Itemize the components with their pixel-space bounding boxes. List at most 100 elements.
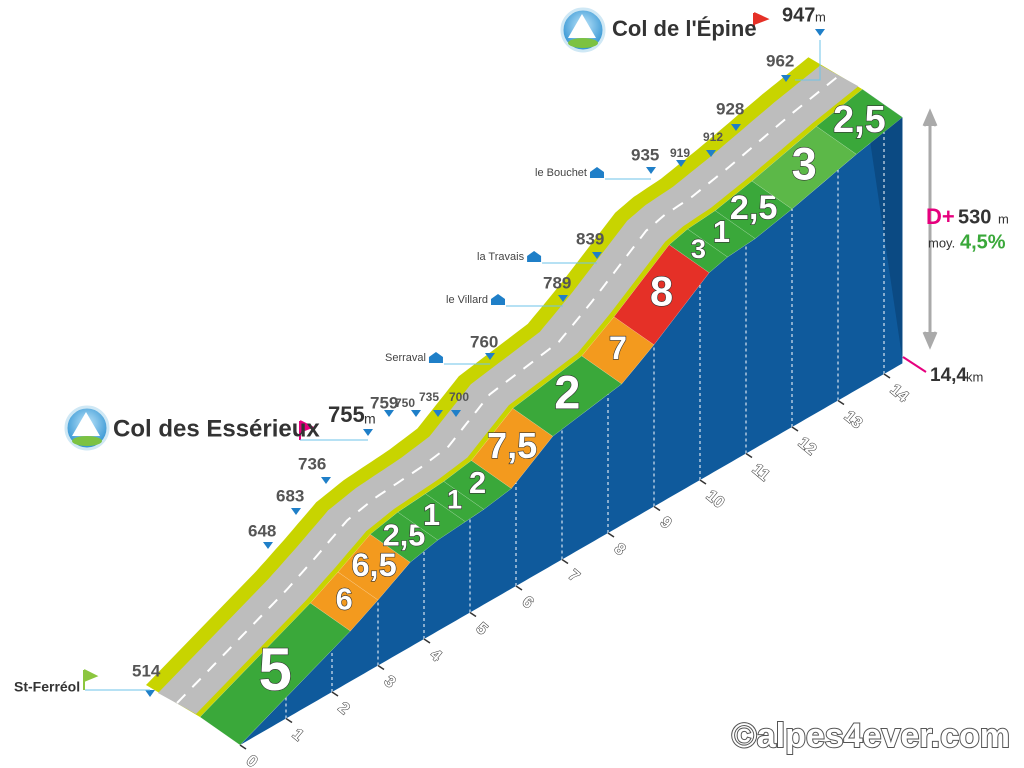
km-tick [745, 452, 753, 459]
summit-unit: m [815, 9, 826, 24]
summit-altitude: 755 [328, 402, 365, 427]
gradient-label: 5 [259, 636, 292, 703]
start-altitude: 514 [132, 661, 161, 680]
dplus-label: D+ [926, 204, 955, 229]
place-name: le Bouchet [535, 167, 587, 179]
place-icon [589, 167, 604, 178]
summit-name: Col de l'Épine [612, 16, 757, 41]
marker [592, 252, 602, 259]
km-label: 5 [473, 620, 491, 639]
marker [411, 410, 421, 417]
km-label: 3 [381, 673, 399, 692]
altitude: 736 [298, 454, 326, 473]
place-icon [428, 352, 443, 363]
place-altitude: 789 [543, 273, 571, 292]
km-tick [561, 558, 569, 565]
marker [145, 690, 155, 697]
km-label: 8 [611, 540, 629, 559]
place-altitude: 760 [470, 332, 498, 351]
flags [83, 12, 821, 691]
gradient-label: 8 [650, 268, 673, 315]
place-icon [491, 294, 505, 305]
gradient-label: 6 [336, 582, 353, 617]
marker [291, 508, 301, 515]
marker [558, 295, 568, 302]
gradient-label: 3 [691, 233, 706, 264]
gradient-label: 2 [469, 465, 486, 500]
summit-altitude: 947 [782, 4, 815, 26]
place-name: le Villard [446, 294, 488, 306]
marker [263, 542, 273, 549]
altitude: 928 [716, 99, 744, 118]
marker [815, 29, 825, 36]
start-name: St-Ferréol [14, 679, 80, 695]
km-label: 13 [841, 408, 866, 433]
altitude: 700 [449, 390, 469, 404]
marker [363, 429, 373, 436]
km-tick [423, 638, 431, 644]
marker [384, 410, 394, 417]
wall-end [862, 89, 903, 364]
altitude: 759 [370, 393, 398, 412]
gradient-label: 2 [554, 366, 580, 419]
place-name: la Travais [477, 251, 525, 263]
length-unit: km [966, 369, 983, 384]
road [158, 65, 859, 715]
marker [451, 410, 461, 417]
altitude: 648 [248, 521, 276, 540]
km-label: 9 [657, 514, 675, 533]
copyright: ©alpes4ever.com [732, 717, 1010, 755]
km-label: 7 [565, 567, 583, 586]
km-label: 6 [519, 593, 537, 612]
altitude: 683 [276, 486, 304, 505]
km-label: 10 [703, 487, 728, 512]
marker [676, 160, 686, 167]
km-tick [791, 426, 799, 432]
place-icon [527, 251, 542, 262]
stats-arrow [902, 108, 938, 373]
km-label: 1 [289, 726, 307, 745]
km-label: 11 [749, 461, 773, 485]
gradient-label: 1 [423, 497, 440, 532]
marker [646, 167, 656, 174]
km-label: 2 [335, 699, 353, 718]
avg: 4,5% [960, 231, 1006, 253]
gradient-label: 3 [792, 139, 817, 190]
gradient-label: 6,5 [351, 546, 396, 583]
km-tick [331, 691, 339, 697]
dplus-unit: m [998, 211, 1009, 226]
wall [240, 117, 903, 746]
gradient-segment [815, 88, 903, 155]
marker [321, 477, 331, 484]
km-tick [607, 532, 615, 538]
altitude: 962 [766, 51, 794, 70]
place-altitude: 839 [576, 229, 604, 248]
km-tick [515, 585, 523, 591]
km-tick [469, 611, 477, 618]
km-tick [837, 399, 845, 406]
place-altitude: 935 [631, 145, 659, 164]
km-label: 14 [887, 381, 912, 406]
altitude: 912 [703, 130, 723, 144]
road-centerline [176, 74, 841, 704]
km-tick [883, 373, 891, 379]
avg-label: moy. [928, 235, 955, 250]
km-label: 0 [243, 752, 261, 768]
gradient-label: 7 [609, 329, 627, 366]
altitude: 919 [670, 146, 690, 160]
summit-unit: m [364, 411, 376, 427]
marker [706, 150, 716, 157]
km-tick [699, 479, 707, 485]
gradient-label: 1 [713, 214, 730, 249]
marker [433, 410, 443, 417]
km-tick [377, 664, 385, 671]
gradient-label: 7,5 [487, 425, 537, 466]
marker [485, 353, 495, 360]
marker [781, 75, 791, 82]
km-tick [653, 505, 661, 512]
altitude: 735 [419, 390, 439, 404]
km-label: 12 [795, 434, 820, 459]
km-tick [285, 717, 293, 724]
